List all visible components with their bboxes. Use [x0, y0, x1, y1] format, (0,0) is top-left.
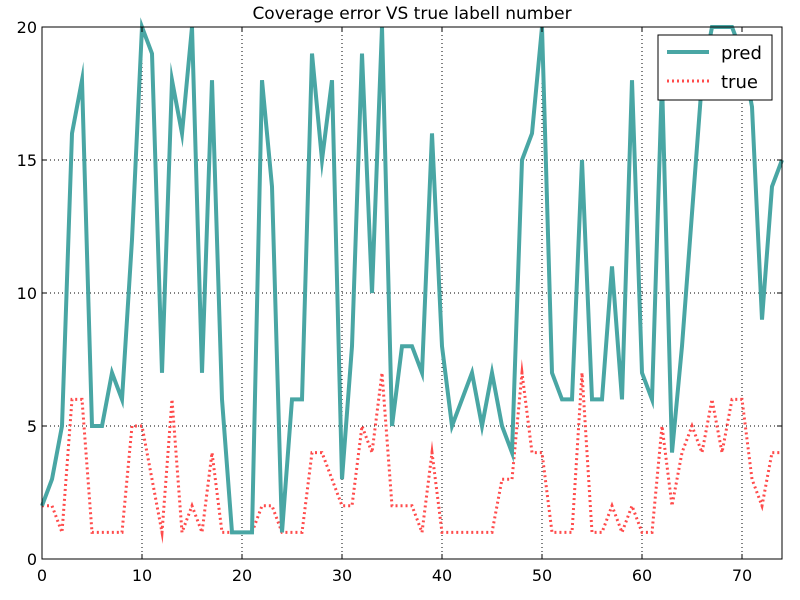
- series-line-pred: [40, 17, 784, 535]
- y-tick-label: 0: [27, 550, 37, 569]
- x-tick-label: 30: [332, 566, 352, 585]
- y-tick-label: 15: [17, 151, 37, 170]
- series-line-true: [42, 359, 782, 544]
- legend-box: [657, 34, 773, 101]
- series-layer: [40, 17, 784, 544]
- chart-title: Coverage error VS true labell number: [252, 4, 571, 24]
- x-tick-label: 10: [132, 566, 152, 585]
- y-tick-label: 20: [17, 18, 37, 37]
- x-tick-label: 20: [232, 566, 252, 585]
- legend: pred true: [657, 34, 773, 101]
- y-tick-label: 10: [17, 284, 37, 303]
- y-tick-label: 5: [27, 417, 37, 436]
- x-tick-label: 50: [532, 566, 552, 585]
- axis-ticks: 0 10 20 30 40 50 60 70 0 5 10 15 20: [17, 18, 782, 585]
- legend-label-pred: pred: [721, 43, 762, 64]
- x-tick-label: 70: [732, 566, 752, 585]
- legend-label-true: true: [721, 72, 758, 93]
- x-tick-label: 40: [432, 566, 452, 585]
- x-tick-label: 60: [632, 566, 652, 585]
- x-tick-label: 0: [37, 566, 47, 585]
